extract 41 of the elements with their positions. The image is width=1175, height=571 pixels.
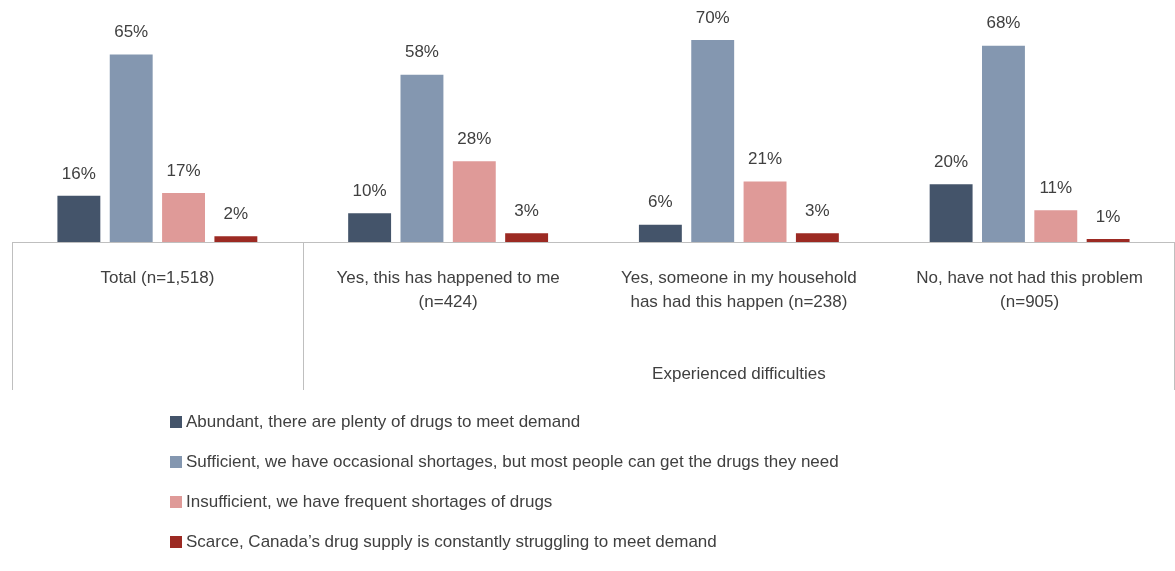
bar — [505, 233, 549, 242]
data-label: 6% — [648, 192, 673, 212]
bar — [109, 54, 153, 242]
data-label: 21% — [748, 149, 783, 169]
bar — [638, 224, 682, 242]
data-label: 68% — [986, 13, 1021, 33]
data-label: 10% — [352, 180, 387, 200]
legend-label: Insufficient, we have frequent shortages of drugs — [186, 492, 553, 512]
bar — [214, 236, 258, 242]
bar — [162, 192, 205, 242]
data-label: 70% — [695, 7, 730, 27]
legend-label: Scarce, Canada’s drug supply is constantly struggling to meet demand — [186, 532, 717, 552]
data-label: 58% — [404, 42, 439, 62]
bar — [1034, 210, 1078, 242]
data-label: 16% — [61, 163, 96, 183]
bar — [929, 184, 973, 242]
x-tick-label: Yes, this has happened to me (n=424) — [336, 267, 560, 311]
bar — [452, 161, 496, 242]
text: Experienced difficulties — [652, 363, 826, 383]
data-label: 28% — [457, 128, 492, 148]
bar — [982, 45, 1025, 242]
x-tick-label: Yes, someone in my household has had this happen (n=238) — [621, 267, 857, 311]
bar — [795, 233, 839, 242]
x-tick-label: No, have not had this problem (n=905) — [916, 267, 1144, 311]
data-label: 2% — [223, 203, 249, 223]
data-label: 3% — [805, 201, 830, 221]
data-label: 3% — [514, 201, 539, 221]
x-tick-label: Total (n=1,518) — [100, 267, 215, 287]
legend-label: Abundant, there are plenty of drugs to meet demand — [186, 412, 581, 432]
data-label: 1% — [1095, 206, 1121, 226]
bar — [1086, 239, 1130, 242]
bar — [57, 195, 101, 242]
data-label: 20% — [934, 151, 969, 171]
data-label: 65% — [114, 22, 149, 42]
bar — [348, 213, 392, 242]
bar — [691, 40, 735, 242]
data-label: 11% — [1039, 177, 1073, 197]
bar — [400, 74, 444, 242]
data-label: 17% — [166, 160, 201, 180]
legend-label: Sufficient, we have occasional shortages, but most people can get the drugs they need — [186, 452, 839, 472]
bar — [743, 181, 787, 242]
